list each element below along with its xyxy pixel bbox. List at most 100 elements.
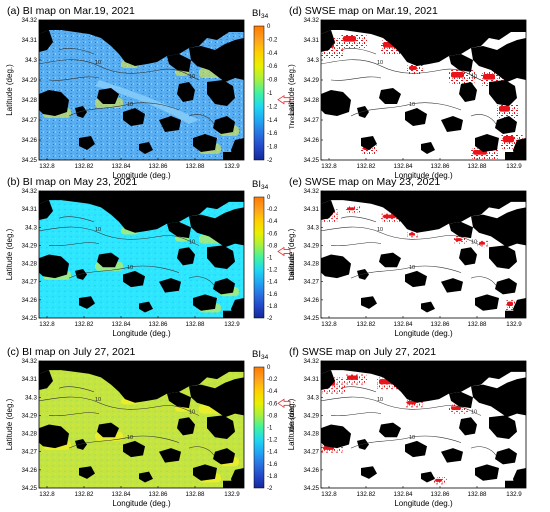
y-tick-label: 34.28 [304,431,320,438]
contour-label: 10 [127,265,133,271]
x-tick-label: 132.8 [321,491,337,498]
swse-core [451,406,461,410]
y-tick-label: 34.32 [22,188,38,195]
y-axis-label: Latitude (deg.) [287,398,296,450]
x-tick-label: 132.86 [149,491,168,498]
y-tick-label: 34.3 [25,394,38,401]
y-tick-label: 34.31 [304,37,320,44]
plot-frame [320,190,527,319]
colorbar-tick: -0.6 [267,401,278,407]
y-tick-label: 34.31 [304,376,320,383]
x-tick-label: 132.86 [431,163,450,170]
swse-core [507,301,513,307]
y-tick-label: 34.27 [304,449,320,456]
panel-c: (c) BI map on July 27, 2021 10 10 10 34.32 34… [5,346,296,508]
x-tick-label: 132.8 [39,321,55,328]
panel-title: (d) SWSE map on Mar.19, 2021 [289,5,438,17]
colorbar-tick: 0 [267,365,271,371]
y-tick-label: 34.26 [304,467,320,474]
panel-title: (a) BI map on Mar.19, 2021 [7,5,135,17]
swse-core [503,136,514,143]
y-tick-label: 34.3 [307,57,320,64]
contour-label: 10 [377,397,383,403]
y-tick-label: 34.27 [304,117,320,124]
x-tick-label: 132.86 [431,491,450,498]
threshold-label: Threshold [290,254,296,281]
colorbar-title-sub: 34 [261,13,269,20]
swse-core [455,238,462,242]
plot-frame [38,360,245,489]
panel-d: (d) SWSE map on Mar.19, 2021 10 10 10 34.32 3… [287,5,527,180]
y-tick-label: 34.25 [22,315,38,322]
y-tick-label: 34.29 [304,242,320,249]
y-tick-label: 34.27 [304,279,320,286]
colorbar-tick: -1.6 [267,462,278,468]
colorbar-tick: -1 [267,256,273,262]
x-tick-label: 132.82 [75,321,94,328]
y-axis-label: Latitude (deg.) [5,228,14,280]
colorbar [253,366,265,489]
colorbar-tick: -0.2 [267,377,278,383]
x-tick-label: 132.88 [186,163,205,170]
channel-band [95,80,199,124]
y-tick-label: 34.32 [304,358,320,365]
y-tick-label: 34.27 [22,279,38,286]
x-tick-label: 132.9 [506,491,522,498]
panel-a: (a) BI map on Mar.19, 2021 10 10 10 34.32 34.… [5,5,296,180]
panel-title: (e) SWSE map on May 23, 2021 [289,176,440,188]
colorbar-tick: -0.4 [267,389,278,395]
colorbar-tick: -1.8 [267,474,278,480]
colorbar-title: BI34 [252,8,269,20]
colorbar-tick: -0.6 [267,231,278,237]
threshold-arrow [277,246,291,257]
plot-frame [38,190,245,319]
y-axis-label: Latitude (deg.) [5,398,14,450]
colorbar-tick: -2 [267,158,273,164]
contour-label: 10 [471,240,477,246]
colorbar-tick: 0 [267,24,271,30]
x-tick-label: 132.8 [39,491,55,498]
threshold-arrow [277,398,291,409]
y-tick-label: 34.26 [22,297,38,304]
x-tick-label: 132.82 [75,491,94,498]
y-tick-label: 34.3 [25,57,38,64]
panel-title: (f) SWSE map on July 27, 2021 [289,346,436,358]
plot-frame [320,360,527,489]
swse-core [347,207,355,211]
x-tick-label: 132.86 [431,321,450,328]
y-tick-label: 34.25 [22,157,38,164]
colorbar-tick: -1.2 [267,268,278,274]
y-tick-label: 34.25 [304,485,320,492]
x-tick-label: 132.82 [75,163,94,170]
y-tick-label: 34.29 [22,242,38,249]
x-tick-label: 132.9 [506,163,522,170]
y-tick-label: 34.26 [22,467,38,474]
swse-core [409,232,415,236]
x-tick-label: 132.84 [112,491,131,498]
colorbar [253,25,265,161]
colorbar-tick: -0.8 [267,78,278,84]
contour-label: 10 [189,240,195,246]
colorbar-tick: -1.4 [267,450,278,456]
y-tick-label: 34.32 [22,358,38,365]
colorbar-tick: -0.4 [267,51,278,57]
contour-label: 10 [95,397,101,403]
contour-label: 10 [377,227,383,233]
colorbar-tick: -1.8 [267,145,278,151]
swse-core [383,214,396,219]
y-tick-label: 34.28 [304,97,320,104]
colorbar-tick: -1.6 [267,292,278,298]
colorbar-title: BI34 [252,179,269,191]
swse-core [499,106,510,112]
x-tick-label: 132.84 [394,321,413,328]
colorbar-tick: -0.8 [267,413,278,419]
x-axis-label: Longitude (deg.) [112,499,171,508]
colorbar-tick: -1 [267,426,273,432]
y-tick-label: 34.29 [304,412,320,419]
swse-core [407,400,416,405]
panel-b: (b) BI map on May 23, 2021 10 10 10 34.32 34.… [5,176,296,338]
x-axis-label: Longitude (deg.) [394,499,453,508]
y-tick-label: 34.29 [22,412,38,419]
x-tick-label: 132.84 [112,321,131,328]
